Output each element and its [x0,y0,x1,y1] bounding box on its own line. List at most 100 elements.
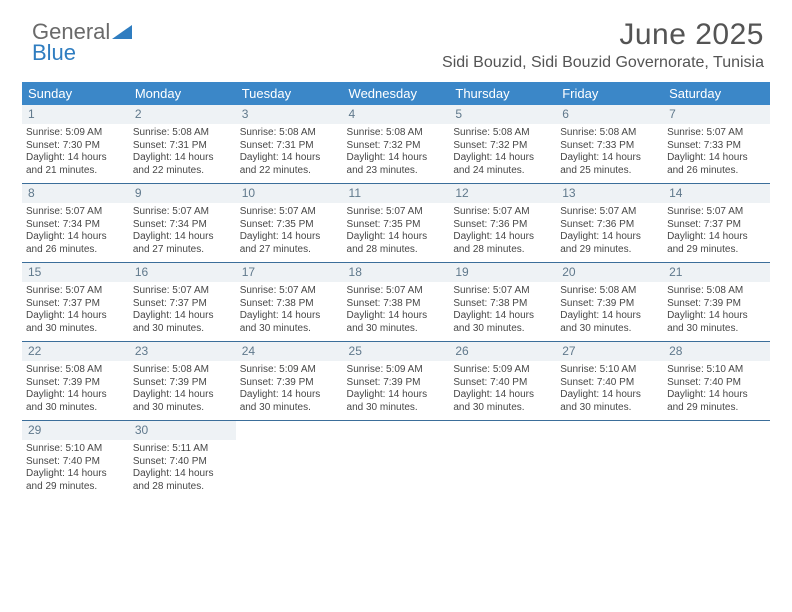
day-number-cell [343,421,450,441]
day-cell: Sunrise: 5:10 AMSunset: 7:40 PMDaylight:… [22,440,129,499]
day-line-ss: Sunset: 7:32 PM [347,140,446,153]
day-line-sr: Sunrise: 5:09 AM [26,127,125,140]
page-title: June 2025 [22,18,764,52]
day-names-row: Sunday Monday Tuesday Wednesday Thursday… [22,82,770,105]
day-cell: Sunrise: 5:07 AMSunset: 7:38 PMDaylight:… [343,282,450,342]
week-daynum-row: 891011121314 [22,184,770,204]
day-line-ss: Sunset: 7:40 PM [133,456,232,469]
day-line-sr: Sunrise: 5:08 AM [347,127,446,140]
day-number-cell: 29 [22,421,129,441]
brand-text: General Blue [32,22,132,63]
day-line-d1: Daylight: 14 hours [453,310,552,323]
day-number-cell: 5 [449,105,556,124]
day-line-ss: Sunset: 7:33 PM [667,140,766,153]
calendar-head: Sunday Monday Tuesday Wednesday Thursday… [22,82,770,105]
day-line-d2: and 26 minutes. [667,165,766,178]
day-line-sr: Sunrise: 5:11 AM [133,443,232,456]
day-cell: Sunrise: 5:07 AMSunset: 7:37 PMDaylight:… [22,282,129,342]
day-number-cell: 21 [663,263,770,283]
calendar-page: General Blue June 2025 Sidi Bouzid, Sidi… [0,0,792,612]
day-line-d1: Daylight: 14 hours [240,310,339,323]
day-line-d2: and 29 minutes. [560,244,659,257]
week-content-row: Sunrise: 5:07 AMSunset: 7:37 PMDaylight:… [22,282,770,342]
day-line-d1: Daylight: 14 hours [133,468,232,481]
day-cell: Sunrise: 5:09 AMSunset: 7:30 PMDaylight:… [22,124,129,184]
week-daynum-row: 1234567 [22,105,770,124]
day-cell: Sunrise: 5:08 AMSunset: 7:33 PMDaylight:… [556,124,663,184]
day-number-cell: 7 [663,105,770,124]
day-line-d1: Daylight: 14 hours [453,231,552,244]
day-line-d1: Daylight: 14 hours [26,310,125,323]
day-number-cell: 12 [449,184,556,204]
day-line-ss: Sunset: 7:40 PM [26,456,125,469]
day-number-cell: 9 [129,184,236,204]
day-line-d1: Daylight: 14 hours [560,389,659,402]
day-cell [556,440,663,499]
day-line-ss: Sunset: 7:38 PM [453,298,552,311]
day-line-ss: Sunset: 7:30 PM [26,140,125,153]
day-cell: Sunrise: 5:07 AMSunset: 7:37 PMDaylight:… [663,203,770,263]
day-number-cell [449,421,556,441]
day-line-ss: Sunset: 7:35 PM [240,219,339,232]
day-line-ss: Sunset: 7:31 PM [240,140,339,153]
day-cell: Sunrise: 5:08 AMSunset: 7:31 PMDaylight:… [129,124,236,184]
day-line-sr: Sunrise: 5:07 AM [347,285,446,298]
week-content-row: Sunrise: 5:07 AMSunset: 7:34 PMDaylight:… [22,203,770,263]
day-line-sr: Sunrise: 5:08 AM [26,364,125,377]
day-line-d2: and 21 minutes. [26,165,125,178]
day-line-d2: and 30 minutes. [133,402,232,415]
day-cell [343,440,450,499]
day-line-sr: Sunrise: 5:08 AM [560,285,659,298]
day-line-d1: Daylight: 14 hours [453,152,552,165]
day-line-d1: Daylight: 14 hours [347,152,446,165]
day-line-sr: Sunrise: 5:09 AM [347,364,446,377]
day-line-sr: Sunrise: 5:10 AM [26,443,125,456]
day-number-cell: 13 [556,184,663,204]
day-cell [449,440,556,499]
day-number-cell: 19 [449,263,556,283]
day-line-sr: Sunrise: 5:07 AM [26,206,125,219]
day-number-cell: 25 [343,342,450,362]
day-cell [236,440,343,499]
day-number-cell [663,421,770,441]
day-line-d1: Daylight: 14 hours [347,231,446,244]
day-number-cell: 14 [663,184,770,204]
day-line-sr: Sunrise: 5:08 AM [133,127,232,140]
brand-part2: Blue [32,43,132,63]
day-line-d2: and 30 minutes. [26,402,125,415]
day-line-d2: and 27 minutes. [240,244,339,257]
day-cell: Sunrise: 5:07 AMSunset: 7:34 PMDaylight:… [22,203,129,263]
day-line-sr: Sunrise: 5:10 AM [667,364,766,377]
day-number-cell: 23 [129,342,236,362]
day-line-ss: Sunset: 7:37 PM [667,219,766,232]
day-line-d1: Daylight: 14 hours [560,231,659,244]
day-line-d1: Daylight: 14 hours [133,231,232,244]
day-line-ss: Sunset: 7:40 PM [560,377,659,390]
day-line-sr: Sunrise: 5:07 AM [667,127,766,140]
day-line-d1: Daylight: 14 hours [667,231,766,244]
day-line-d2: and 29 minutes. [667,402,766,415]
day-line-ss: Sunset: 7:39 PM [347,377,446,390]
day-line-d1: Daylight: 14 hours [667,152,766,165]
day-line-d1: Daylight: 14 hours [560,310,659,323]
day-number-cell: 11 [343,184,450,204]
day-line-ss: Sunset: 7:36 PM [453,219,552,232]
day-line-d2: and 28 minutes. [133,481,232,494]
day-line-ss: Sunset: 7:32 PM [453,140,552,153]
day-line-sr: Sunrise: 5:07 AM [453,285,552,298]
day-line-ss: Sunset: 7:40 PM [667,377,766,390]
day-line-sr: Sunrise: 5:08 AM [667,285,766,298]
day-line-ss: Sunset: 7:38 PM [240,298,339,311]
day-number-cell: 30 [129,421,236,441]
day-line-sr: Sunrise: 5:07 AM [560,206,659,219]
brand-triangle-icon [112,22,132,43]
day-line-sr: Sunrise: 5:07 AM [347,206,446,219]
day-line-ss: Sunset: 7:35 PM [347,219,446,232]
day-line-d2: and 29 minutes. [26,481,125,494]
day-cell: Sunrise: 5:08 AMSunset: 7:32 PMDaylight:… [449,124,556,184]
week-daynum-row: 2930 [22,421,770,441]
day-line-d2: and 29 minutes. [667,244,766,257]
dayname-fri: Friday [556,82,663,105]
day-cell: Sunrise: 5:08 AMSunset: 7:39 PMDaylight:… [663,282,770,342]
day-number-cell: 16 [129,263,236,283]
